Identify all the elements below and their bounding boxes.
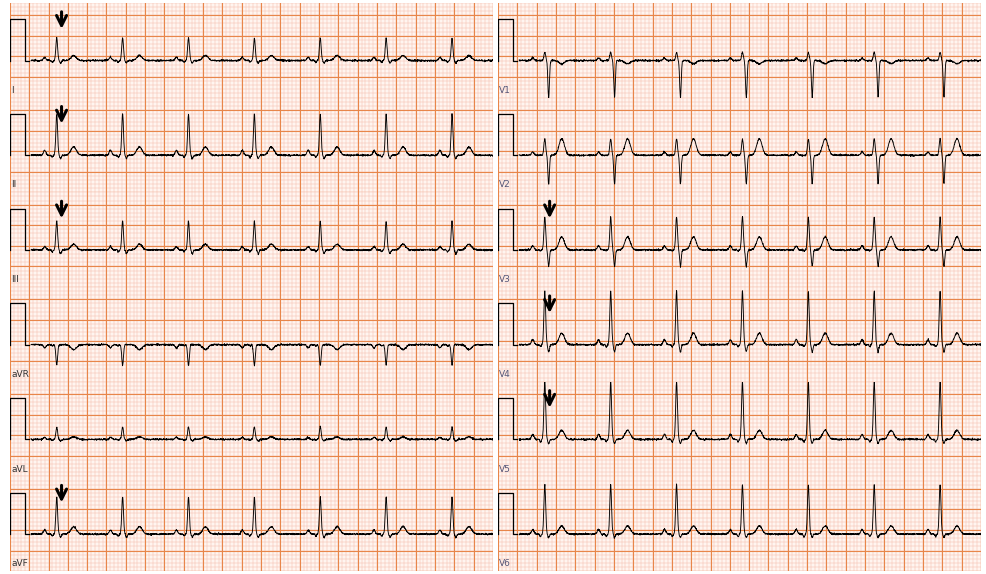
Text: II: II <box>11 180 17 189</box>
Text: aVF: aVF <box>11 559 28 568</box>
Text: V5: V5 <box>499 464 512 474</box>
Text: V1: V1 <box>499 86 512 95</box>
Text: V3: V3 <box>499 275 512 284</box>
Text: V6: V6 <box>499 559 512 568</box>
Text: aVL: aVL <box>11 464 28 474</box>
Text: V4: V4 <box>499 370 511 379</box>
Text: III: III <box>11 275 19 284</box>
Text: V2: V2 <box>499 180 511 189</box>
Text: aVR: aVR <box>11 370 30 379</box>
Text: I: I <box>11 86 14 95</box>
